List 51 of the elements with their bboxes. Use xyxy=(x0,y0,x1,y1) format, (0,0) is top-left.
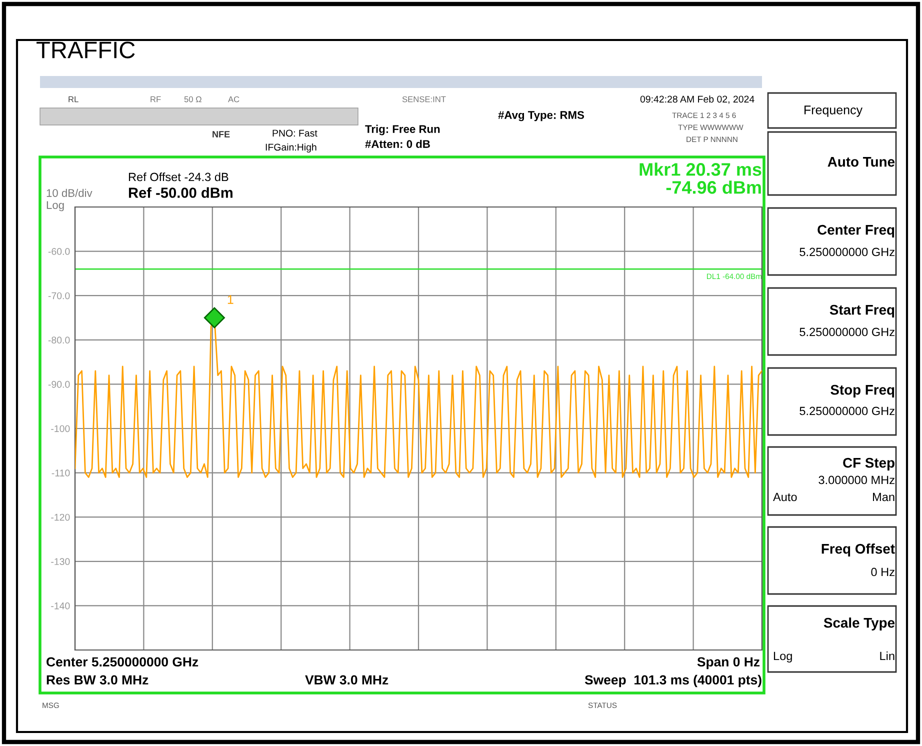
text: Freq Offset xyxy=(822,544,895,556)
text: Ref Offset -24.3 dB xyxy=(128,172,228,182)
y-tick-label: -80.0 xyxy=(48,336,70,344)
text: #Atten: 0 dB xyxy=(365,140,430,148)
text: Res BW 3.0 MHz xyxy=(46,675,148,685)
text: 50 Ω xyxy=(184,96,202,102)
text: Scale Type xyxy=(824,618,895,630)
text: RL xyxy=(68,96,78,102)
text: Log xyxy=(46,201,64,212)
text: CF Step xyxy=(843,458,894,470)
text: Trig: Free Run xyxy=(365,124,440,136)
text: SENSE:INT xyxy=(402,96,446,102)
text: Center 5.250000000 GHz xyxy=(46,657,198,667)
text: Sweep 101.3 ms (40001 pts) xyxy=(584,674,762,688)
text: AC xyxy=(228,96,240,102)
annotation: 1 xyxy=(228,295,234,304)
text: VBW 3.0 MHz xyxy=(305,675,388,685)
text: Stop Freq xyxy=(830,384,894,398)
text: Log xyxy=(774,652,792,663)
text: Mkr1 20.37 ms xyxy=(640,162,762,176)
text: Lin xyxy=(880,651,894,660)
text: #Avg Type: RMS xyxy=(498,111,584,122)
chart-title: TRAFFIC xyxy=(36,42,135,58)
text: PNO: Fast xyxy=(272,130,318,137)
text: 3.000000 MHz xyxy=(818,476,894,484)
text: -74.96 dBm xyxy=(666,180,761,194)
text: 09:42:28 AM Feb 02, 2024 xyxy=(640,95,754,104)
text: 0 Hz xyxy=(871,568,894,576)
text: Auto Tune xyxy=(828,157,895,167)
y-tick-label: -110 xyxy=(52,470,70,476)
y-tick-label: -130 xyxy=(51,558,70,566)
text: Frequency xyxy=(804,106,863,117)
text: Center Freq xyxy=(818,224,894,238)
text: RF xyxy=(150,96,161,102)
text: IFGain:High xyxy=(266,143,316,153)
text: Start Freq xyxy=(830,304,894,318)
y-tick-label: -120 xyxy=(51,514,70,521)
text: Man xyxy=(873,492,894,502)
text: Auto xyxy=(773,492,797,502)
y-tick-label: -90.0 xyxy=(48,380,70,388)
text: 5.250000000 GHz xyxy=(800,406,894,416)
text: 5.250000000 GHz xyxy=(800,328,894,336)
text: NFE xyxy=(212,131,230,138)
text: Span 0 Hz xyxy=(697,657,760,670)
y-tick-label: -70.0 xyxy=(48,292,70,300)
text: 10 dB/div xyxy=(46,188,92,197)
text: Ref -50.00 dBm xyxy=(128,187,232,198)
y-tick-label: -60.0 xyxy=(48,248,70,255)
y-tick-label: -100 xyxy=(51,425,70,432)
text: 5.250000000 GHz xyxy=(800,248,894,256)
y-tick-label: -140 xyxy=(51,602,70,610)
